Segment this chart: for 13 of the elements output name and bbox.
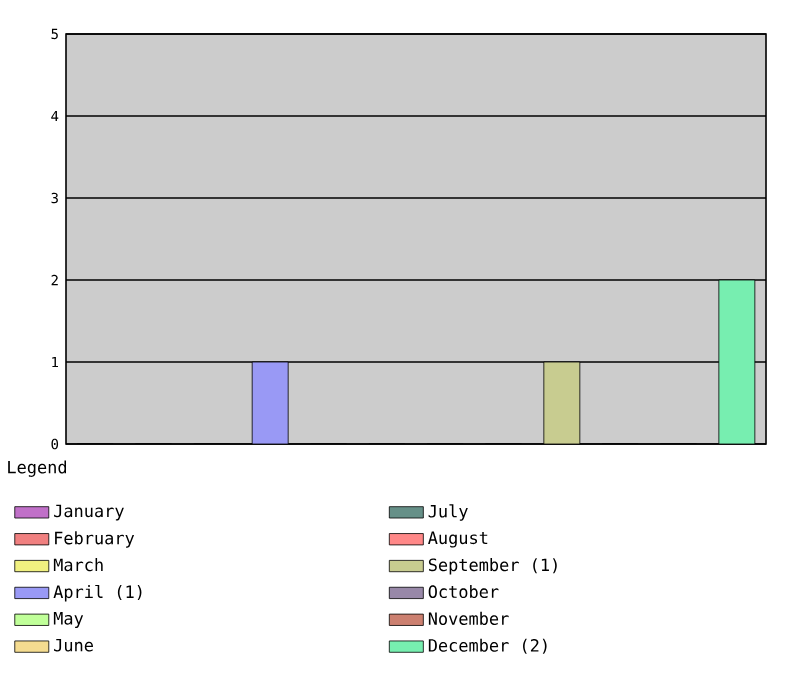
legend-label: June	[54, 638, 93, 652]
legend-label: July	[428, 504, 468, 521]
legend-label: March	[53, 558, 103, 572]
legend-label: September (1)	[428, 558, 557, 575]
legend-label: May	[53, 612, 84, 628]
legend-label: October	[428, 584, 499, 599]
legend-label: December (2)	[428, 638, 547, 654]
legend-label: August	[428, 531, 488, 548]
legend-label: January	[54, 504, 124, 521]
legend-label: November	[428, 611, 509, 625]
legend-label: February	[55, 531, 135, 548]
legend-label: April (1)	[53, 584, 142, 602]
legend-title: Legend	[8, 460, 66, 477]
